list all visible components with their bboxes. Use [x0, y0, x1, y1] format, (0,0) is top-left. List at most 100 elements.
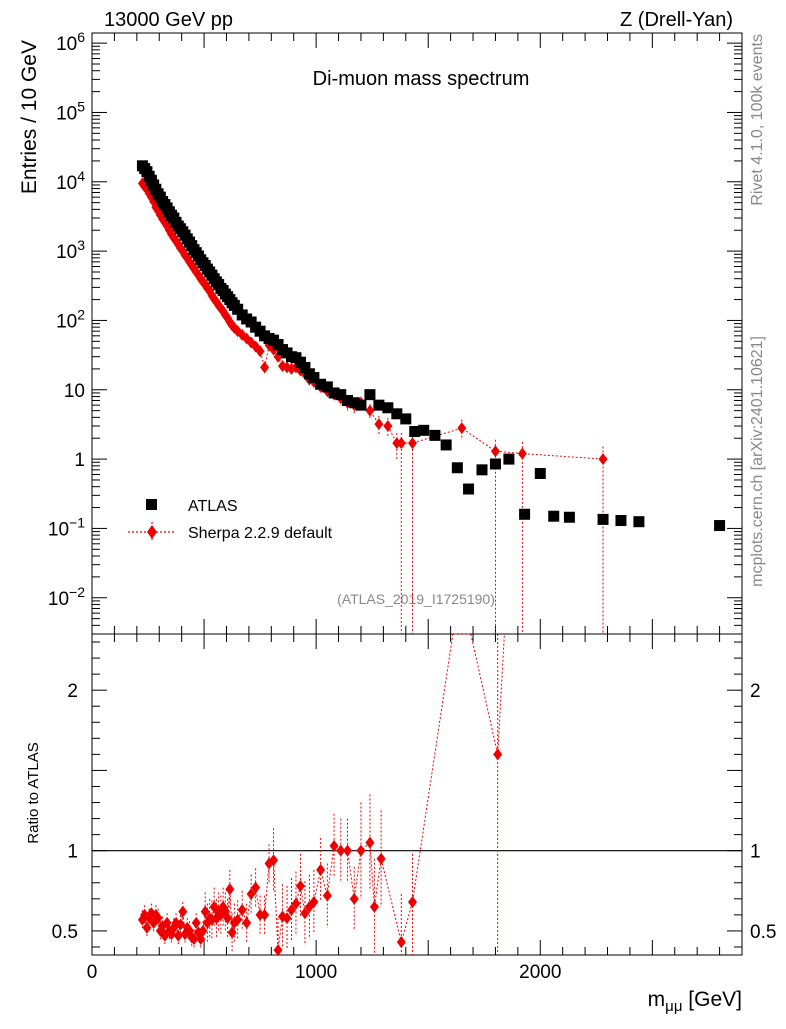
y-tick-label-main: 105 — [56, 98, 85, 124]
ratio-point — [300, 907, 310, 920]
ratio-points — [137, 633, 505, 957]
side-label-rivet: Rivet 4.1.0, 100k events — [749, 34, 766, 206]
ratio-point — [237, 904, 247, 917]
y-tick-label-base: 10 — [56, 242, 77, 263]
y-tick-label-ratio-right: 1 — [750, 842, 761, 863]
header-left: 13000 GeV pp — [104, 9, 233, 31]
ratio-point — [242, 916, 252, 929]
ratio-point — [251, 881, 261, 894]
ratio-point — [493, 748, 503, 761]
legend-label-sherpa: Sherpa 2.2.9 default — [188, 525, 333, 542]
ratio-point — [233, 913, 243, 926]
ratio-point — [349, 892, 359, 905]
ratio-ylabel: Ratio to ATLAS — [25, 742, 42, 843]
x-axis-label: mμμ [GeV] — [648, 988, 742, 1015]
atlas-point — [328, 387, 340, 399]
atlas-point — [364, 389, 376, 401]
sherpa-point — [517, 447, 527, 460]
ratio-point — [260, 908, 270, 921]
y-tick-label-base: 10 — [56, 173, 77, 194]
ratio-point — [153, 912, 163, 925]
ratio-point — [191, 916, 201, 929]
y-tick-label-ratio: 1 — [67, 842, 78, 863]
ratio-point — [309, 896, 319, 909]
ratio-point — [273, 944, 283, 957]
sherpa-point — [408, 437, 418, 450]
ratio-point — [329, 839, 339, 852]
atlas-point — [348, 397, 360, 409]
ratio-point — [396, 936, 406, 949]
y-tick-label-exp: 3 — [77, 237, 85, 253]
atlas-point — [335, 389, 347, 401]
ratio-panel-frame — [91, 633, 743, 956]
y-tick-label-main: 10−1 — [48, 514, 85, 540]
atlas-point — [321, 381, 333, 393]
atlas-point — [315, 378, 327, 390]
ratio-point — [246, 888, 256, 901]
atlas-point — [714, 520, 726, 532]
y-tick-label-exp: −1 — [69, 514, 85, 530]
ratio-point — [178, 905, 188, 918]
side-label-site: mcplots.cern.ch [arXiv:2401.10621] — [749, 336, 766, 587]
sherpa-point — [260, 361, 270, 374]
atlas-point — [463, 483, 475, 495]
ratio-ticks: 0 1000 2000 0.5 0.5 1 1 2 2 — [52, 634, 776, 983]
atlas-point — [232, 303, 244, 315]
atlas-point — [534, 467, 546, 479]
ratio-point — [176, 918, 186, 931]
ratio-point — [223, 912, 233, 925]
atlas-point — [299, 361, 311, 373]
sherpa-point — [255, 345, 265, 358]
x-tick-label: 2000 — [519, 962, 561, 983]
y-tick-label-main: 10 — [64, 381, 85, 402]
y-tick-label-main: 104 — [56, 168, 85, 194]
sherpa-point — [598, 453, 608, 466]
y-tick-label-main: 10−2 — [48, 584, 85, 610]
ratio-line — [141, 633, 505, 951]
atlas-point — [519, 508, 531, 520]
atlas-point — [382, 402, 394, 414]
sherpa-point — [374, 418, 384, 431]
sherpa-point — [383, 420, 393, 433]
y-tick-label-base: 10 — [64, 381, 85, 402]
atlas-point — [476, 464, 488, 476]
main-title: Di-muon mass spectrum — [313, 68, 530, 90]
main-panel-frame — [91, 32, 743, 635]
atlas-point — [373, 399, 385, 411]
atlas-point — [308, 372, 320, 384]
atlas-point — [548, 510, 560, 522]
y-tick-label-ratio-right: 2 — [750, 681, 761, 702]
atlas-point — [633, 516, 645, 528]
sherpa-point — [457, 422, 467, 435]
x-axis-label-sub: μμ — [665, 998, 682, 1015]
ratio-point — [408, 896, 418, 909]
y-tick-label-base: 10 — [56, 103, 77, 124]
atlas-point — [563, 511, 575, 523]
y-tick-label-ratio: 2 — [67, 681, 78, 702]
y-tick-label-main: 106 — [56, 29, 85, 55]
atlas-point — [440, 439, 452, 451]
main-ylabel: Entries / 10 GeV — [18, 40, 41, 194]
analysis-annotation: (ATLAS_2019_I1725190) — [337, 591, 495, 607]
legend-marker-sherpa — [147, 525, 157, 539]
ratio-point — [369, 900, 379, 913]
ratio-point — [376, 852, 386, 865]
atlas-point — [597, 513, 609, 525]
y-tick-label-exp: 2 — [77, 306, 85, 322]
atlas-point — [503, 453, 515, 465]
y-tick-label-ratio: 0.5 — [52, 922, 78, 943]
atlas-point — [615, 515, 627, 527]
y-tick-label-base: 10 — [48, 519, 69, 540]
x-tick-label: 1000 — [295, 962, 337, 983]
ratio-point — [269, 854, 279, 867]
y-tick-label-base: 10 — [48, 589, 69, 610]
atlas-point — [418, 424, 430, 436]
y-tick-label-exp: 6 — [77, 29, 85, 45]
ratio-point — [225, 883, 235, 896]
x-tick-label: 0 — [87, 962, 98, 983]
atlas-point — [342, 395, 354, 407]
ratio-point — [198, 924, 208, 937]
y-tick-label-base: 10 — [56, 34, 77, 55]
